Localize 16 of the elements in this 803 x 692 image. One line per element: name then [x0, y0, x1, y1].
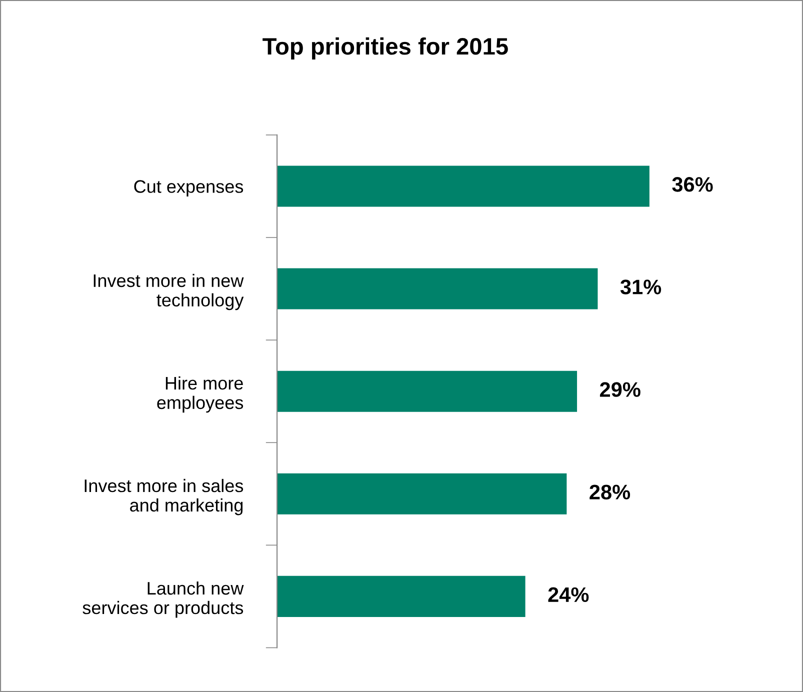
bar — [277, 166, 650, 207]
bar — [277, 576, 526, 617]
bar — [277, 473, 567, 514]
data-label: 28% — [590, 484, 630, 500]
data-label: 36% — [672, 177, 713, 192]
data-label: 24% — [548, 587, 589, 602]
y-tick-label: Invest more in new technology — [94, 274, 244, 310]
chart-title: Top priorities for 2015 — [262, 37, 508, 60]
data-label: 29% — [600, 382, 640, 397]
bar — [277, 268, 598, 310]
y-tick-label: Hire more employees — [157, 376, 244, 413]
y-tick-label: Cut expenses — [134, 180, 244, 197]
y-tick-label: Launch new services or products — [82, 581, 244, 618]
data-label: 31% — [620, 280, 662, 294]
bar — [277, 370, 578, 412]
y-tick-label: Invest more in sales and marketing — [84, 478, 244, 516]
